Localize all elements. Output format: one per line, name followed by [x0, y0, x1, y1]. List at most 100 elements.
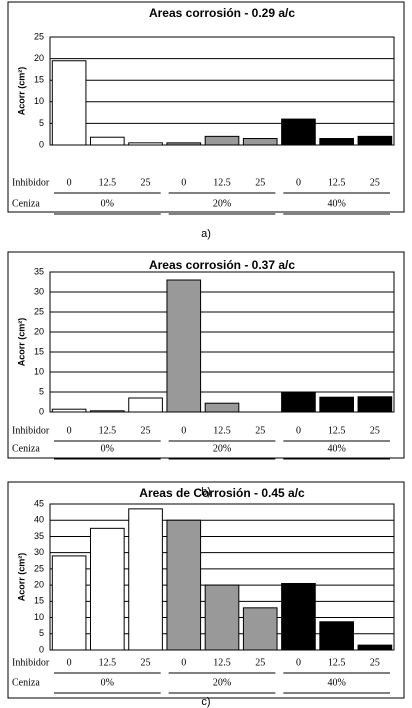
chart-title: Areas corrosión - 0.29 a/c — [149, 6, 295, 20]
bar — [204, 402, 240, 413]
y-tick-label: 0 — [39, 644, 44, 654]
bar — [90, 527, 125, 651]
x-tick-label: 0 — [181, 657, 186, 668]
x-tick-label: 25 — [255, 657, 265, 668]
x-tick-label: 0 — [296, 177, 301, 188]
group-label: 20% — [213, 443, 231, 454]
row-label: Ceniza — [12, 677, 40, 688]
x-tick-label: 0 — [296, 425, 301, 436]
plot-border — [49, 271, 395, 413]
y-axis-label: Acorr (cm²) — [16, 553, 26, 602]
x-tick-label: 0 — [67, 177, 72, 188]
caption: c) — [201, 696, 210, 708]
x-tick-label: 12.5 — [99, 657, 117, 668]
bar — [319, 138, 354, 146]
y-tick-label: 35 — [34, 531, 44, 541]
y-tick-label: 20 — [34, 53, 44, 63]
bar — [90, 410, 125, 413]
y-tick-label: 30 — [34, 547, 44, 557]
y-tick-label: 5 — [39, 386, 44, 396]
row-label: Inhibidor — [12, 177, 50, 188]
bar — [281, 582, 316, 651]
x-tick-label: 12.5 — [213, 657, 231, 668]
y-tick-label: 5 — [39, 118, 44, 128]
group-label: 0% — [101, 198, 114, 209]
x-tick-label: 25 — [141, 425, 151, 436]
bar — [128, 397, 163, 413]
y-tick-label: 0 — [39, 139, 44, 149]
y-tick-label: 35 — [34, 266, 44, 276]
x-tick-label: 0 — [67, 657, 72, 668]
y-tick-label: 10 — [34, 612, 44, 622]
x-tick-label: 12.5 — [99, 177, 117, 188]
y-tick-label: 30 — [34, 286, 44, 296]
bar — [51, 60, 87, 146]
panel-border — [7, 481, 405, 699]
group-label: 40% — [327, 198, 345, 209]
row-label: Ceniza — [12, 443, 40, 454]
row-label: Inhibidor — [12, 657, 50, 668]
bar — [357, 135, 393, 146]
caption: a) — [201, 228, 211, 240]
x-tick-label: 25 — [370, 657, 380, 668]
group-label: 0% — [101, 677, 114, 688]
y-tick-label: 20 — [34, 326, 44, 336]
bar — [357, 396, 393, 413]
x-tick-label: 12.5 — [328, 657, 346, 668]
caption: b) — [201, 486, 211, 498]
x-tick-label: 0 — [67, 425, 72, 436]
y-tick-label: 40 — [34, 515, 44, 525]
y-tick-label: 15 — [34, 346, 44, 356]
x-tick-label: 12.5 — [213, 177, 231, 188]
x-tick-label: 25 — [255, 425, 265, 436]
panel-border — [7, 1, 405, 213]
bar — [242, 138, 278, 146]
x-tick-label: 0 — [181, 177, 186, 188]
group-label: 40% — [327, 443, 345, 454]
y-tick-label: 15 — [34, 596, 44, 606]
bar — [357, 644, 393, 651]
bar — [204, 584, 240, 651]
x-tick-label: 12.5 — [99, 425, 117, 436]
row-label: Inhibidor — [12, 425, 50, 436]
x-tick-label: 25 — [141, 177, 151, 188]
y-tick-label: 25 — [34, 563, 44, 573]
x-tick-label: 12.5 — [213, 425, 231, 436]
y-axis-label: Acorr (cm²) — [16, 67, 26, 116]
y-tick-label: 10 — [34, 96, 44, 106]
x-tick-label: 25 — [370, 177, 380, 188]
x-tick-label: 25 — [370, 425, 380, 436]
y-tick-label: 5 — [39, 628, 44, 638]
bar — [204, 135, 240, 146]
bar — [319, 621, 354, 651]
bar — [166, 142, 202, 146]
chart-title: Areas corrosión - 0.37 a/c — [149, 258, 295, 272]
bar — [281, 118, 316, 146]
y-tick-label: 0 — [39, 406, 44, 416]
bar — [166, 519, 202, 651]
panel-border — [7, 251, 405, 459]
row-label: Ceniza — [12, 198, 40, 209]
x-tick-label: 0 — [181, 425, 186, 436]
bar — [51, 408, 87, 413]
bar — [281, 391, 316, 413]
y-tick-label: 25 — [34, 306, 44, 316]
bar — [242, 607, 278, 651]
x-tick-label: 25 — [141, 657, 151, 668]
y-tick-label: 45 — [34, 498, 44, 508]
x-tick-label: 12.5 — [328, 177, 346, 188]
bar — [128, 142, 163, 146]
bar — [166, 279, 202, 413]
bar — [51, 555, 87, 651]
group-label: 20% — [213, 677, 231, 688]
group-label: 20% — [213, 198, 231, 209]
y-tick-label: 15 — [34, 75, 44, 85]
y-axis-label: Acorr (cm²) — [16, 318, 26, 367]
chart-title: Areas de Corrosión - 0.45 a/c — [139, 486, 305, 500]
y-tick-label: 20 — [34, 579, 44, 589]
x-tick-label: 12.5 — [328, 425, 346, 436]
x-tick-label: 25 — [255, 177, 265, 188]
bar — [128, 508, 163, 651]
plot-border — [49, 36, 395, 146]
group-label: 0% — [101, 443, 114, 454]
